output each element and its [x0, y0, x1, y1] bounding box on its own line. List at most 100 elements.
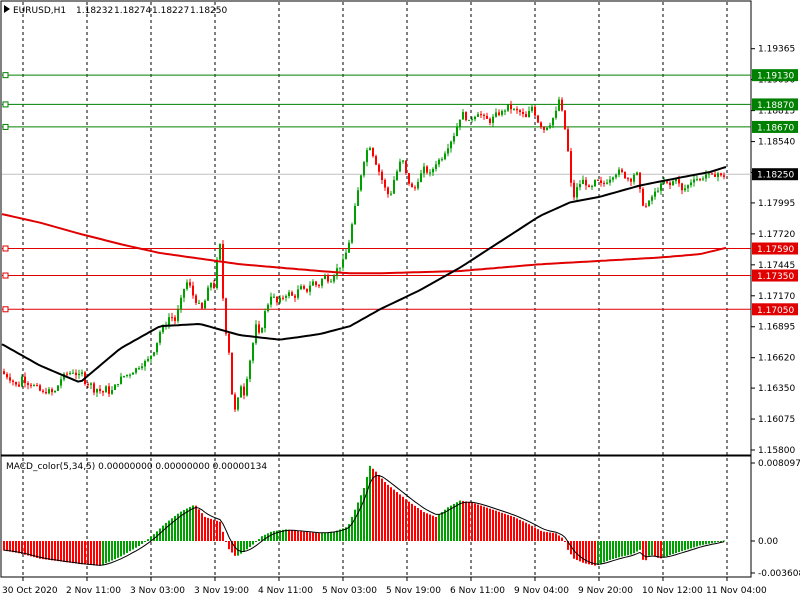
candle-body	[366, 150, 368, 163]
macd-bar	[87, 541, 89, 565]
candle-body	[651, 196, 653, 201]
macd-bar	[201, 513, 203, 541]
macd-bar	[555, 533, 557, 541]
macd-bar	[684, 541, 686, 551]
macd-bar	[354, 509, 356, 541]
candle-body	[300, 286, 302, 290]
candle-body	[540, 122, 542, 127]
macd-bar	[408, 501, 410, 541]
macd-bar	[39, 541, 41, 559]
macd-bar	[120, 541, 122, 557]
candle-body	[585, 179, 587, 186]
macd-bar	[645, 541, 647, 561]
candle-body	[159, 332, 161, 343]
candle-body	[291, 292, 293, 296]
candle-body	[516, 108, 518, 111]
time-axis: 30 Oct 2020 2 Nov 11:00 3 Nov 03:00 3 Nov 1…	[2, 577, 767, 596]
macd-bar	[633, 541, 635, 554]
macd-bar	[384, 482, 386, 541]
candle-body	[627, 178, 629, 180]
macd-bar	[132, 541, 134, 550]
macd-bar	[276, 530, 278, 541]
candle-body	[474, 116, 476, 120]
macd-bar	[441, 512, 443, 541]
candle-body	[381, 171, 383, 181]
macd-bar	[75, 541, 77, 564]
candle-body	[330, 281, 332, 283]
macd-bar	[537, 529, 539, 541]
macd-bar	[315, 532, 317, 541]
candle-body	[306, 288, 308, 292]
ma-fast-line	[1, 166, 727, 383]
candle-body	[207, 287, 209, 301]
macd-bar	[525, 522, 527, 541]
macd-bar	[477, 504, 479, 541]
macd-bar	[402, 496, 404, 541]
candle-body	[681, 183, 683, 191]
macd-bar	[12, 541, 14, 553]
x-tick-label: 3 Nov 03:00	[130, 586, 185, 596]
level-tag	[752, 303, 798, 316]
macd-bar	[462, 501, 464, 541]
macd-bar	[309, 532, 311, 541]
macd-bar	[639, 541, 641, 550]
macd-bar	[213, 519, 215, 541]
candle-body	[708, 173, 710, 175]
x-tick-label: 5 Nov 19:00	[386, 586, 441, 596]
candle-body	[27, 383, 29, 385]
candle-body	[393, 180, 395, 194]
level-tag-label: 1.17590	[757, 245, 794, 255]
candle-body	[99, 388, 101, 392]
macd-bar	[606, 541, 608, 561]
candle-body	[309, 285, 311, 292]
candle-body	[438, 159, 440, 165]
macd-bar	[72, 541, 74, 564]
macd-bar	[534, 527, 536, 541]
candle-body	[276, 296, 278, 303]
macd-bar	[351, 516, 353, 541]
macd-bar	[51, 541, 53, 561]
candle-body	[288, 292, 290, 296]
candle-body	[228, 333, 230, 353]
candle-body	[93, 383, 95, 393]
macd-bar	[723, 540, 725, 542]
candle-body	[144, 360, 146, 367]
candle-body	[168, 317, 170, 326]
macd-bar	[294, 530, 296, 541]
y-tick-label: 1.16350	[758, 384, 795, 394]
macd-bar	[702, 541, 704, 545]
macd-bar	[27, 541, 29, 556]
macd-bar	[399, 494, 401, 541]
macd-bar	[183, 510, 185, 541]
macd-bar	[678, 541, 680, 553]
macd-bar	[210, 518, 212, 541]
y-tick-label: 1.16895	[758, 323, 795, 333]
candle-body	[210, 283, 212, 288]
candle-body	[219, 244, 221, 260]
macd-bar	[246, 541, 248, 550]
candle-body	[534, 106, 536, 116]
macd-bar	[396, 492, 398, 541]
candle-body	[240, 386, 242, 398]
macd-bar	[48, 541, 50, 560]
candle-body	[723, 175, 725, 177]
candle-body	[549, 125, 551, 128]
macd-bar	[345, 527, 347, 541]
x-tick-label: 6 Nov 11:00	[450, 586, 505, 596]
macd-bar	[204, 516, 206, 541]
level-tag-label: 1.19130	[757, 72, 794, 82]
macd-bar	[228, 541, 230, 550]
macd-bar	[21, 541, 23, 554]
candle-body	[696, 179, 698, 181]
macd-bar	[444, 509, 446, 541]
candle-body	[237, 397, 239, 410]
candle-body	[333, 275, 335, 282]
candle-body	[456, 126, 458, 136]
macd-bar	[579, 541, 581, 562]
candle-body	[279, 297, 281, 303]
macd-bar	[279, 530, 281, 541]
y-tick-label: 1.16075	[758, 415, 795, 425]
candle-body	[660, 183, 662, 191]
symbol-label: EURUSD,H1	[13, 6, 66, 16]
